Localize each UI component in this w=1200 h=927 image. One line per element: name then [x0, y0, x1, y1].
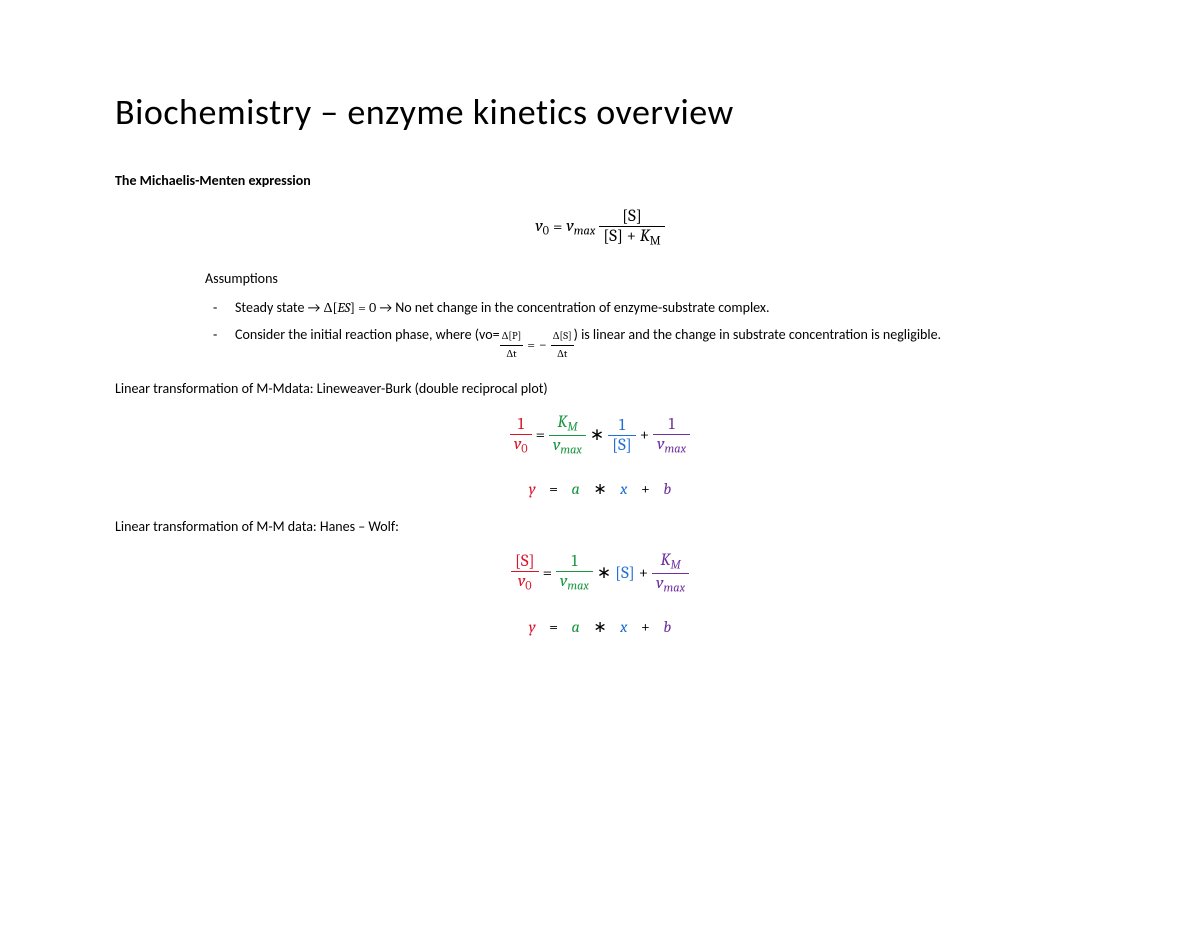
hanes-equation: [S] v0 = 1 vmax ∗ [S] + KM vmax [115, 551, 1085, 595]
assumptions-label: Assumptions [205, 270, 1085, 287]
hanes-linear-form: y = a ∗ x + b [115, 617, 1085, 636]
lineweaver-label: Linear transformation of M-Mdata: Linewe… [115, 380, 1085, 397]
mm-heading: The Michaelis-Menten expression [115, 172, 1085, 189]
lineweaver-equation: 1 v0 = KM vmax ∗ 1 [S] + 1 vmax [115, 413, 1085, 457]
mm-equation: v0 = vmax [S] [S] + KM [115, 207, 1085, 248]
lineweaver-linear-form: y = a ∗ x + b [115, 479, 1085, 498]
assumption-2: Consider the initial reaction phase, whe… [205, 324, 1085, 363]
assumption-1: Steady state → Δ[ES] = 0 → No net change… [205, 297, 1085, 319]
assumptions-list: Steady state → Δ[ES] = 0 → No net change… [205, 297, 1085, 362]
page-title: Biochemistry – enzyme kinetics overview [115, 90, 1085, 134]
hanes-label: Linear transformation of M-M data: Hanes… [115, 518, 1085, 535]
